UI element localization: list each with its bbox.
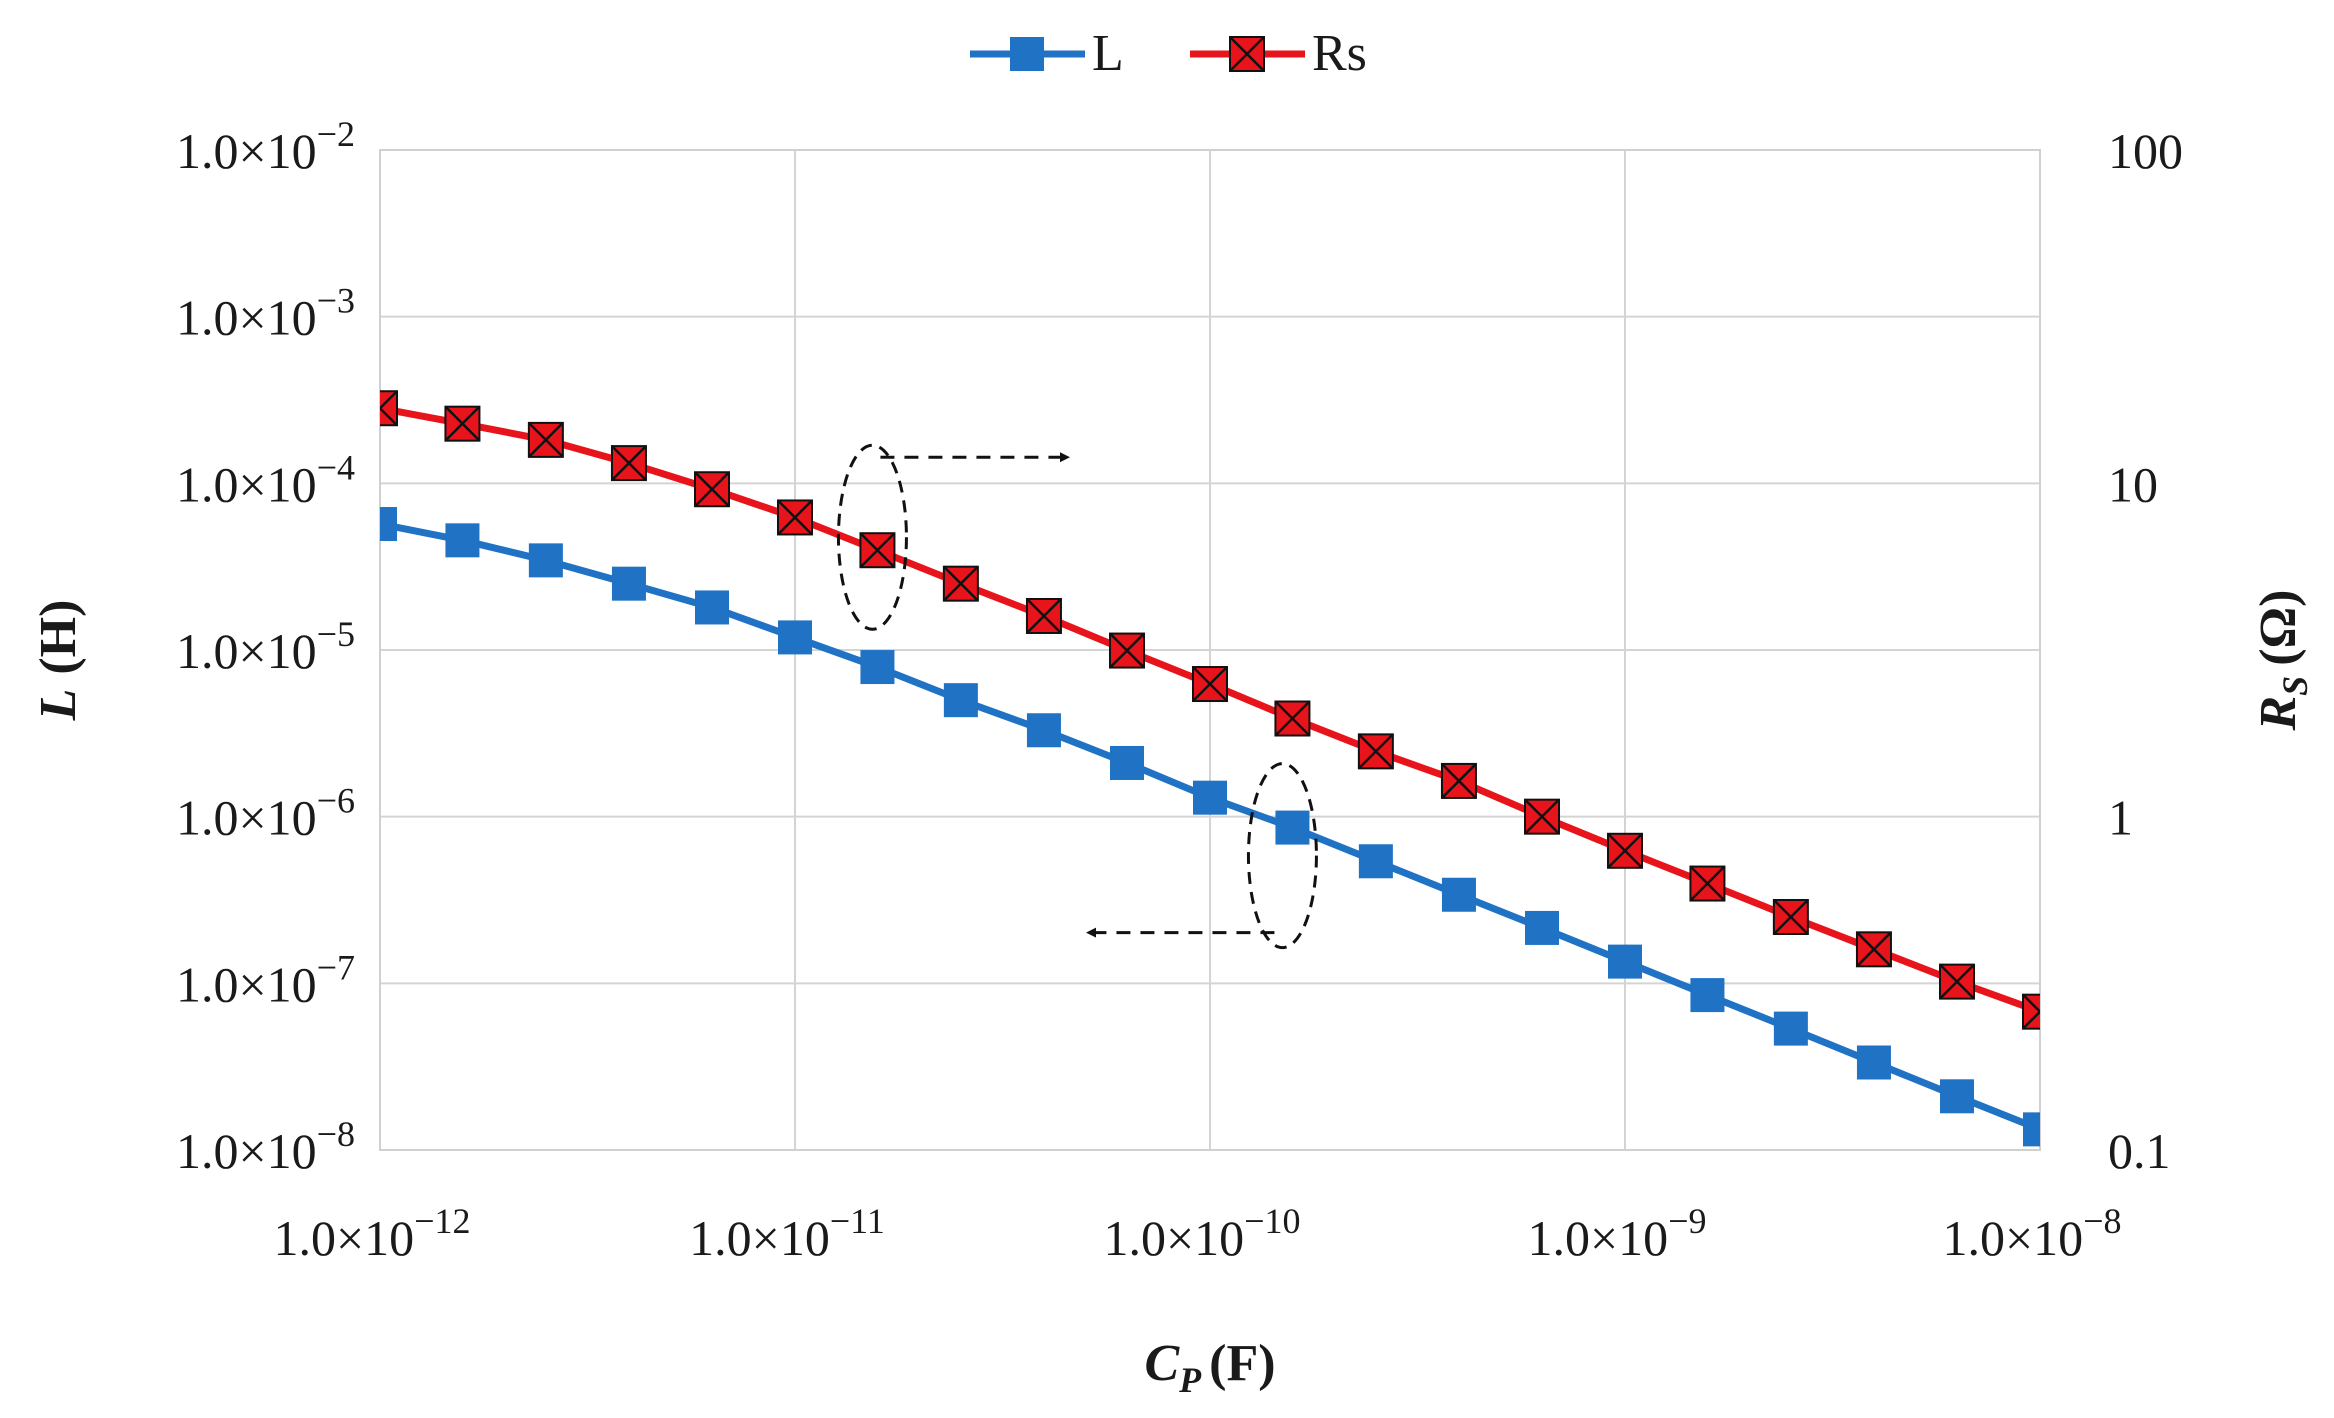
y-left-tick-label: 1.0×10−5	[176, 614, 355, 679]
data-point-rs	[1772, 899, 1809, 936]
x-tick-labels: 1.0×10−12 1.0×10−11 1.0×10−10 1.0×10−9 1.0×1…	[273, 1201, 2121, 1266]
y-right-axis-title-unit: (Ω)	[2250, 590, 2307, 666]
y-left-axis-title: L (H)	[30, 600, 87, 722]
legend-l-marker	[1010, 37, 1044, 71]
plot-border	[379, 149, 2041, 1151]
annotation-ellipse-l	[1246, 762, 1318, 950]
y-right-axis-title-main: R	[2250, 696, 2307, 732]
data-point-rs	[2022, 993, 2040, 1030]
data-point-l	[1275, 810, 1310, 845]
data-point-l	[1525, 910, 1560, 945]
annotation-ellipse-rs	[836, 443, 908, 631]
y-left-axis-title-unit: (H)	[30, 600, 87, 675]
y-left-tick-label: 1.0×10−3	[176, 281, 355, 346]
data-point-l	[695, 590, 730, 625]
y-left-tick-label: 1.0×10−6	[176, 781, 355, 846]
data-point-rs	[444, 405, 481, 442]
y-left-tick-labels: 1.0×10−2 1.0×10−3 1.0×10−4 1.0×10−5 1.0×10−6…	[176, 114, 355, 1179]
x-tick-label: 1.0×10−10	[1103, 1201, 1300, 1266]
data-point-rs	[1109, 632, 1146, 669]
legend-l-label: L	[1092, 25, 1124, 82]
data-point-rs	[1274, 700, 1311, 737]
data-point-rs	[1357, 733, 1394, 770]
y-right-axis-title-sub: S	[2275, 676, 2315, 696]
data-point-l	[528, 543, 563, 578]
data-point-rs	[1025, 597, 1062, 634]
data-point-rs	[942, 565, 979, 602]
y-right-tick-labels: 100 10 1 0.1	[2108, 123, 2183, 1179]
legend-rs-label: Rs	[1312, 25, 1367, 82]
y-right-tick-label: 10	[2108, 456, 2158, 512]
y-left-tick-label: 1.0×10−8	[176, 1114, 355, 1179]
y-left-tick-label: 1.0×10−7	[176, 947, 355, 1012]
data-point-l	[1773, 1011, 1808, 1046]
data-point-l	[1193, 780, 1227, 815]
data-point-l	[2023, 1112, 2040, 1147]
data-point-l	[1940, 1079, 1975, 1114]
data-point-l	[1690, 978, 1725, 1013]
x-axis-title-unit: (F)	[1209, 1335, 1275, 1392]
data-point-l	[1026, 713, 1061, 748]
data-point-rs	[1939, 963, 1976, 1000]
data-point-l	[1441, 877, 1476, 912]
legend-item-rs: Rs	[1190, 25, 1367, 82]
x-tick-label: 1.0×10−11	[689, 1201, 885, 1266]
x-tick-label: 1.0×10−8	[1942, 1201, 2121, 1266]
data-point-rs	[1855, 931, 1892, 968]
data-point-l	[1358, 844, 1393, 879]
x-axis-title: CP (F)	[1144, 1335, 1275, 1400]
data-point-rs	[694, 471, 731, 508]
data-point-rs	[859, 532, 896, 569]
series-rs	[380, 390, 2040, 1030]
data-point-rs	[527, 421, 564, 458]
series-l	[380, 507, 2040, 1147]
x-tick-label: 1.0×10−9	[1527, 1201, 1706, 1266]
y-left-tick-label: 1.0×10−4	[176, 447, 355, 512]
data-point-l	[380, 507, 397, 542]
series-layer	[380, 390, 2040, 1147]
data-point-l	[778, 620, 812, 655]
legend: L Rs	[970, 25, 1367, 82]
data-point-l	[1608, 944, 1642, 979]
data-point-rs	[1607, 832, 1643, 869]
data-point-l	[445, 523, 480, 558]
data-point-rs	[1440, 762, 1477, 799]
y-left-tick-label: 1.0×10−2	[176, 114, 355, 179]
data-point-l	[860, 650, 895, 685]
y-right-axis-title: RS (Ω)	[2250, 590, 2315, 732]
y-right-tick-label: 0.1	[2108, 1123, 2171, 1179]
x-axis-title-sub: P	[1178, 1360, 1202, 1400]
legend-item-l: L	[970, 25, 1124, 82]
data-point-rs	[1192, 666, 1228, 703]
y-left-axis-title-main: L	[30, 689, 87, 722]
legend-rs-marker	[1229, 36, 1265, 72]
data-point-rs	[610, 445, 647, 482]
x-axis-title-main: C	[1144, 1335, 1180, 1392]
data-point-l	[1110, 745, 1145, 780]
annotations	[836, 443, 1318, 950]
x-tick-label: 1.0×10−12	[273, 1201, 470, 1266]
data-point-l	[611, 566, 646, 601]
data-point-l	[943, 683, 978, 718]
data-point-rs	[1689, 865, 1726, 902]
data-point-rs	[777, 499, 813, 536]
y-right-tick-label: 1	[2108, 790, 2133, 846]
y-right-tick-label: 100	[2108, 123, 2183, 179]
data-point-rs	[1524, 798, 1561, 835]
data-point-rs	[380, 390, 398, 427]
data-point-l	[1856, 1045, 1891, 1080]
